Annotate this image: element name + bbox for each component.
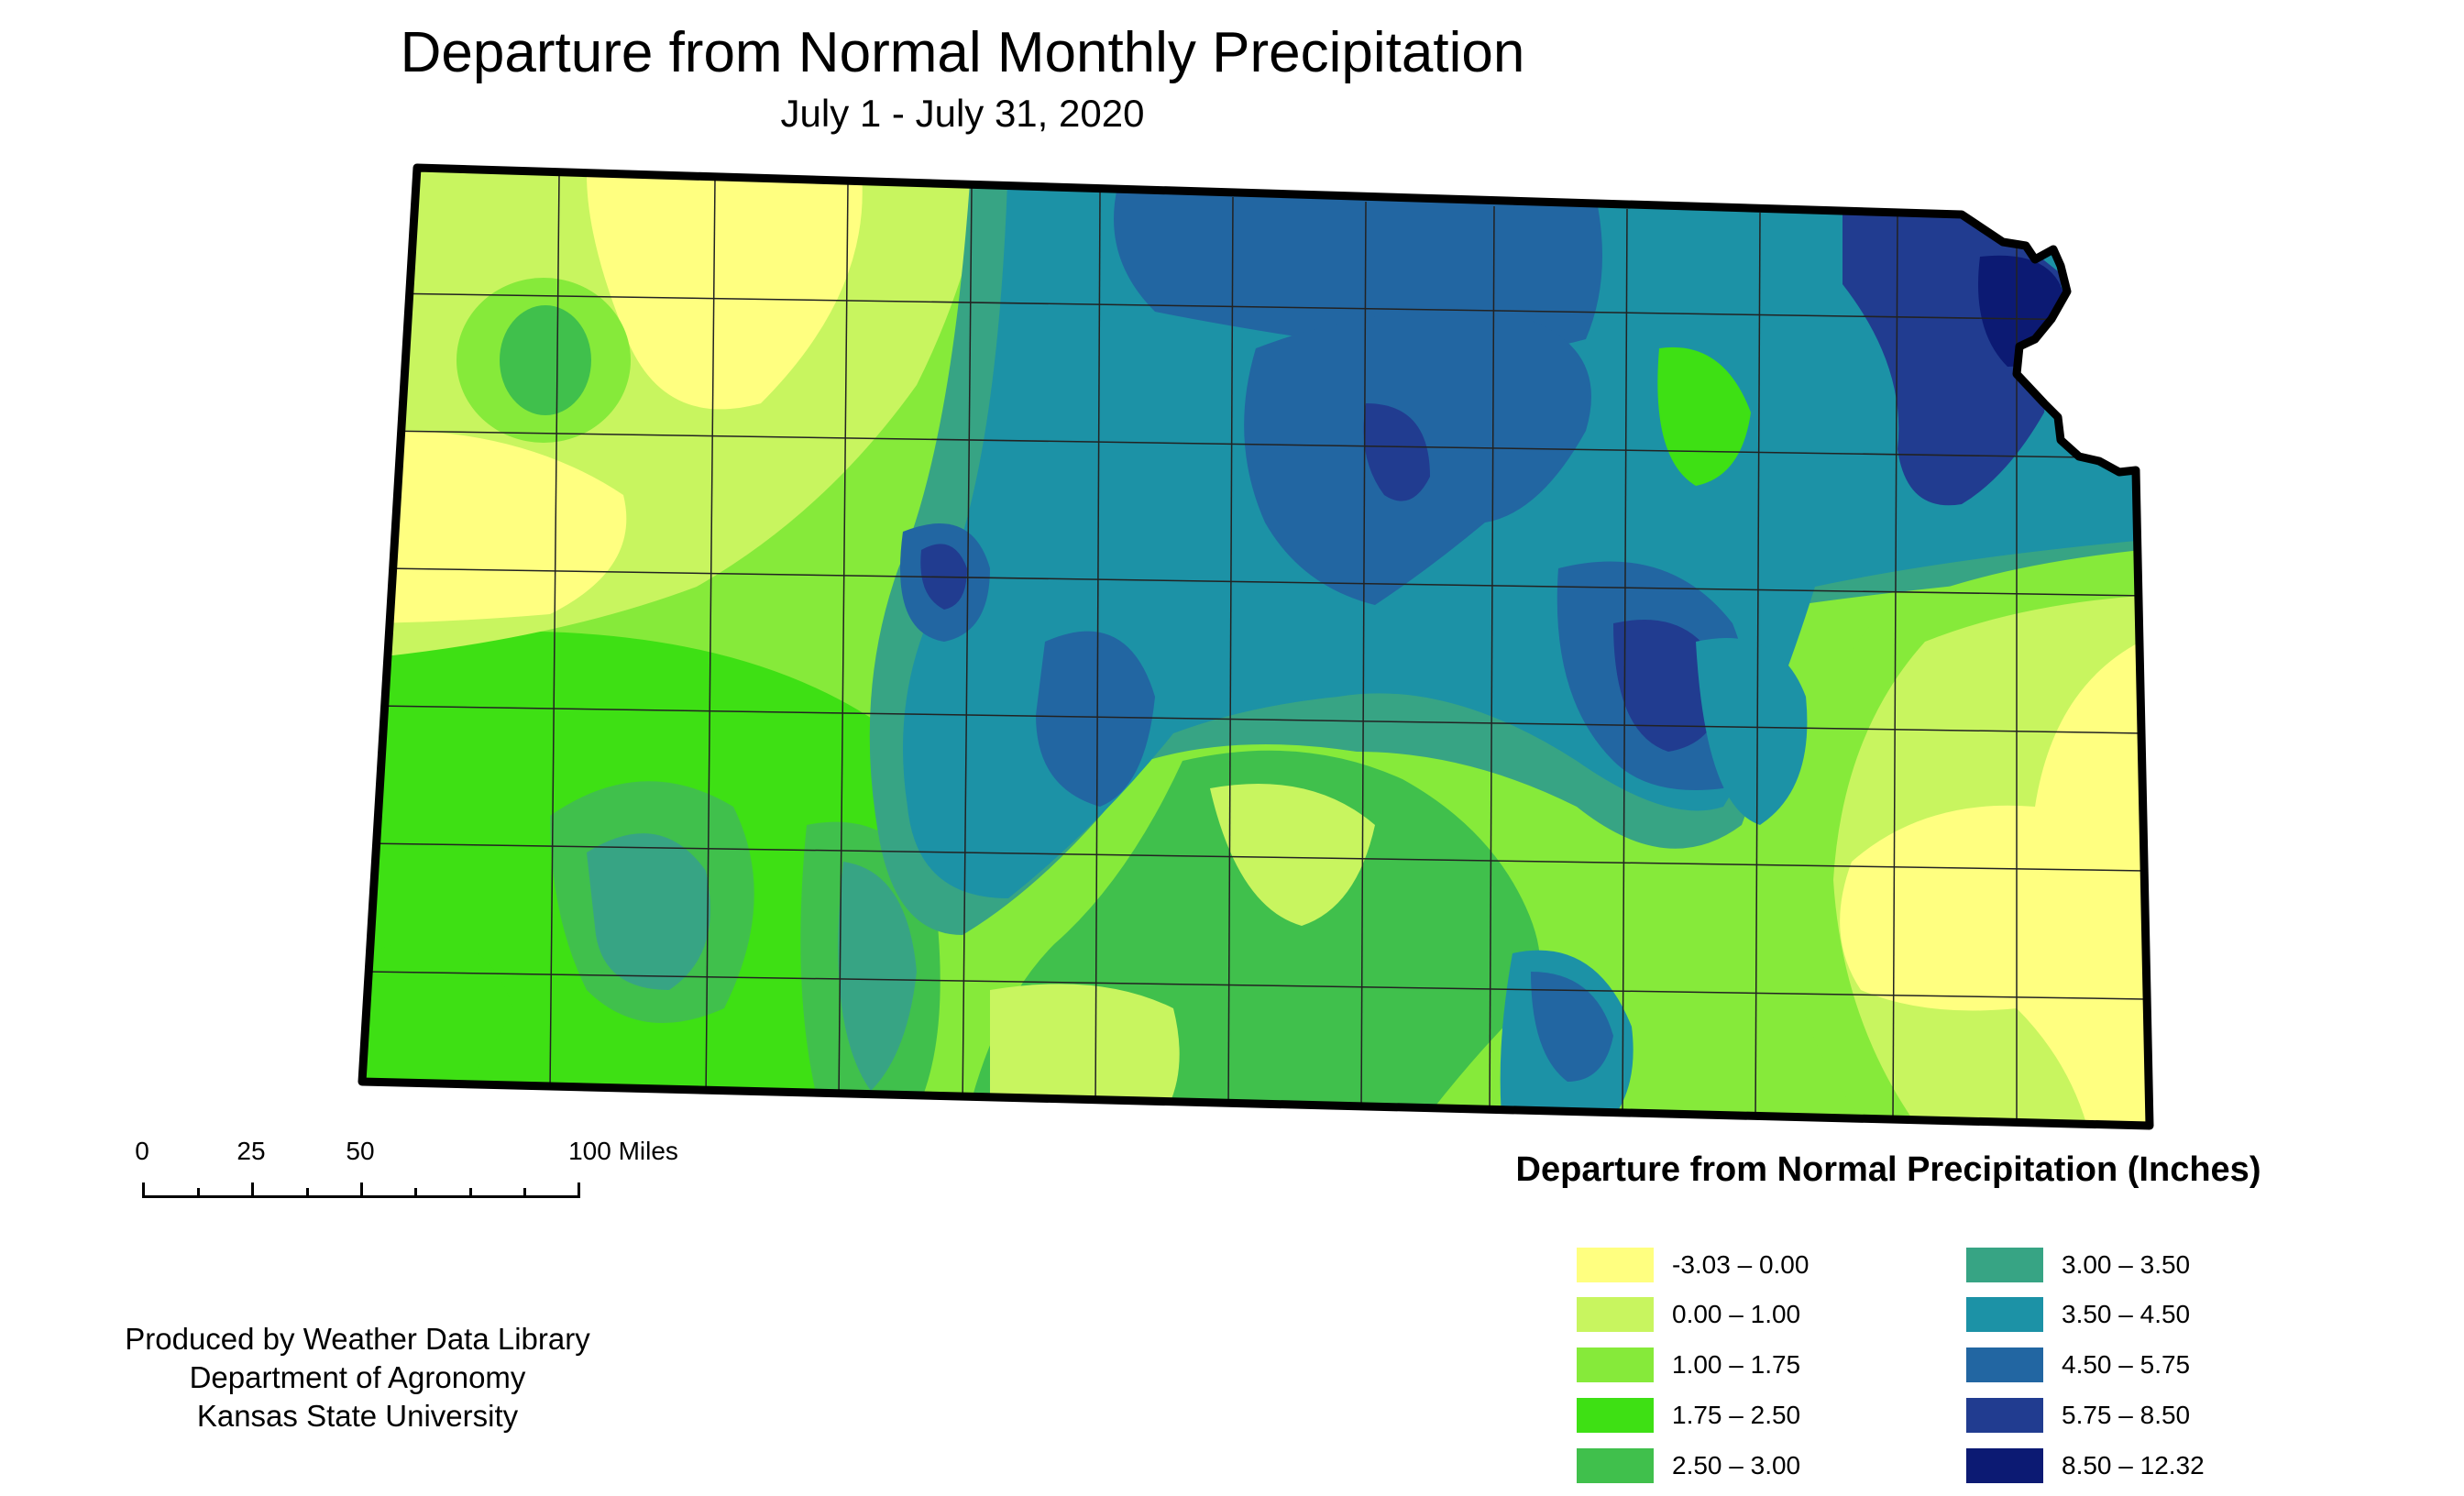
scale-label-50: 50 [346,1137,375,1165]
legend-label: 2.50 – 3.00 [1672,1451,1801,1480]
legend: -3.03 – 0.00 0.00 – 1.00 1.00 – 1.75 1.7… [1577,1247,2402,1485]
legend-item: 1.00 – 1.75 [1577,1347,1800,1383]
legend-item: 1.75 – 2.50 [1577,1397,1800,1434]
legend-swatch [1966,1248,2043,1282]
scale-tick [197,1188,200,1198]
legend-label: -3.03 – 0.00 [1672,1250,1810,1279]
legend-label: 3.50 – 4.50 [2062,1300,2191,1328]
legend-swatch [1577,1398,1654,1433]
credit-line: Department of Agronomy [189,1360,526,1394]
credit-line: Kansas State University [196,1399,519,1433]
scale-label-25: 25 [236,1137,266,1165]
legend-label: 1.75 – 2.50 [1672,1401,1801,1429]
credit-block: Produced by Weather Data Library Departm… [37,1320,678,1436]
legend-item: -3.03 – 0.00 [1577,1247,1809,1283]
legend-swatch [1966,1448,2043,1483]
scale-tick [360,1182,363,1198]
scale-tick [523,1188,526,1198]
credit-line: Produced by Weather Data Library [125,1322,590,1356]
scale-tick [469,1188,472,1198]
scale-tick [251,1182,254,1198]
legend-item: 5.75 – 8.50 [1966,1397,2190,1434]
map-subtitle: July 1 - July 31, 2020 [780,92,1145,135]
legend-item: 2.50 – 3.00 [1577,1447,1800,1484]
scale-tick [306,1188,309,1198]
legend-item: 4.50 – 5.75 [1966,1347,2190,1383]
legend-item: 8.50 – 12.32 [1966,1447,2205,1484]
scale-label-100: 100 Miles [568,1137,678,1165]
scale-tick [142,1182,145,1198]
legend-label: 8.50 – 12.32 [2062,1451,2205,1480]
map-title: Departure from Normal Monthly Precipitat… [400,21,1525,84]
scale-tick [414,1188,417,1198]
legend-swatch [1577,1248,1654,1282]
legend-swatch [1577,1297,1654,1332]
legend-label: 4.50 – 5.75 [2062,1350,2191,1379]
legend-title: Departure from Normal Precipitation (Inc… [1515,1150,2261,1189]
legend-swatch [1577,1448,1654,1483]
legend-label: 0.00 – 1.00 [1672,1300,1801,1328]
legend-label: 3.00 – 3.50 [2062,1250,2191,1279]
scale-bar: 0 25 50 100 Miles [135,1137,779,1201]
scale-label-0: 0 [135,1137,149,1165]
legend-item: 3.00 – 3.50 [1966,1247,2190,1283]
scale-tick [578,1182,580,1198]
legend-swatch [1966,1398,2043,1433]
legend-swatch [1966,1348,2043,1382]
legend-item: 0.00 – 1.00 [1577,1296,1800,1333]
legend-swatch [1966,1297,2043,1332]
legend-item: 3.50 – 4.50 [1966,1296,2190,1333]
legend-swatch [1577,1348,1654,1382]
legend-label: 1.00 – 1.75 [1672,1350,1801,1379]
legend-label: 5.75 – 8.50 [2062,1401,2191,1429]
